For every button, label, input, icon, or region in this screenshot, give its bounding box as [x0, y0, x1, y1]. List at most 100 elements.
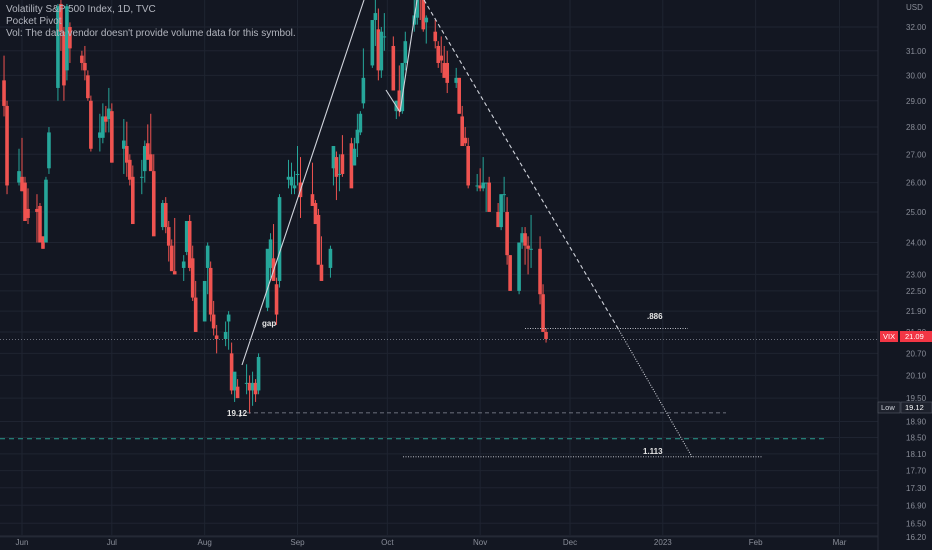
candle-body — [439, 55, 444, 61]
x-tick-label: Dec — [563, 538, 577, 547]
candle-body — [26, 208, 30, 218]
grid — [0, 0, 879, 550]
candle-body — [433, 31, 438, 42]
y-tick-label: 31.00 — [906, 47, 927, 56]
candle-body — [250, 382, 255, 391]
candle-body — [466, 146, 470, 186]
last-price-symbol-tag — [880, 331, 898, 342]
candle-body — [421, 0, 426, 30]
candle-body — [496, 211, 500, 228]
y-tick-label: 18.50 — [906, 434, 927, 443]
candle-body — [313, 203, 318, 225]
candle-body — [463, 137, 467, 144]
candle-body — [457, 77, 462, 114]
candle-body — [529, 248, 533, 250]
annotations: gap 19.12 .886 1.113 — [227, 312, 663, 456]
candle-body — [517, 242, 521, 291]
candle-body — [268, 239, 273, 268]
candle-body — [391, 45, 396, 91]
candle-body — [358, 113, 363, 133]
symbol-title[interactable]: Volatility S&P 500 Index, 1D, TVC — [6, 4, 156, 15]
x-tick-label: Jun — [16, 538, 29, 547]
chart-legend: Volatility S&P 500 Index, 1D, TVC Pocket… — [6, 4, 296, 40]
candle-body — [475, 185, 479, 187]
candle-body — [44, 179, 48, 243]
candle-body — [487, 182, 491, 212]
y-tick-label: 20.10 — [906, 371, 927, 380]
x-tick-label: Aug — [198, 538, 212, 547]
y-tick-label: 27.00 — [906, 150, 927, 159]
candle-body — [142, 146, 147, 172]
candle-body — [23, 182, 27, 221]
candle-body — [65, 6, 69, 71]
candle-body — [349, 143, 354, 189]
candle-body — [478, 185, 482, 189]
candle-body — [107, 108, 111, 120]
trendline-dotted — [617, 328, 693, 458]
candle-body — [253, 382, 258, 395]
low-tag-label: Low — [881, 403, 895, 412]
candle-body — [62, 31, 66, 86]
candle-body — [151, 171, 156, 237]
price-axis[interactable]: USD 32.00 31.00 30.00 29.00 28.00 27.00 26.00 25… — [906, 3, 927, 542]
y-tick-label: 16.20 — [906, 533, 927, 542]
y-tick-label: 26.00 — [906, 179, 927, 188]
candle-body — [526, 245, 530, 249]
y-tick-label: 16.50 — [906, 519, 927, 528]
candle-body — [98, 132, 102, 138]
candle-body — [169, 245, 174, 272]
fib-1113-label: 1.113 — [643, 447, 663, 456]
candle-body — [334, 157, 339, 177]
candle-body — [277, 197, 282, 281]
x-tick-label: 2023 — [654, 538, 672, 547]
low-tag-value: 19.12 — [905, 403, 924, 412]
candlestick-series — [2, 0, 548, 414]
y-tick-label: 18.90 — [906, 418, 927, 427]
time-axis[interactable]: Jun Jul Aug Sep Oct Nov Dec 2023 Feb Mar — [16, 538, 847, 547]
candle-body — [232, 371, 237, 391]
candle-body — [523, 233, 527, 246]
candle-body — [274, 284, 279, 315]
last-price-tag — [900, 331, 932, 342]
candle-body — [508, 255, 512, 291]
candle-body — [163, 203, 168, 228]
low-value-tag — [900, 401, 932, 414]
y-tick-label: 18.10 — [906, 450, 927, 459]
candle-body — [86, 75, 90, 99]
candle-body — [247, 382, 252, 391]
candle-body — [502, 194, 506, 196]
candle-body — [505, 211, 509, 256]
candle-body — [139, 176, 144, 178]
y-tick-label: 17.70 — [906, 467, 927, 476]
price-tags: VIX 21.09 Low 19.12 — [877, 331, 932, 414]
low-tag — [877, 401, 901, 414]
candle-body — [5, 105, 9, 186]
indicator-pocket-pivot[interactable]: Pocket Pivot — [6, 16, 62, 27]
candle-body — [128, 159, 132, 180]
candle-body — [424, 17, 429, 23]
candle-body — [38, 205, 42, 243]
y-tick-label: 20.70 — [906, 349, 927, 358]
candle-body — [125, 146, 129, 163]
candle-body — [104, 116, 108, 122]
x-tick-label: Sep — [290, 538, 305, 547]
candle-body — [481, 182, 485, 189]
x-tick-label: Mar — [833, 538, 847, 547]
candle-body — [56, 6, 60, 88]
y-tick-label: 29.00 — [906, 97, 927, 106]
candle-body — [80, 55, 84, 63]
candle-body — [187, 220, 192, 268]
candle-body — [68, 27, 72, 49]
candle-body — [436, 45, 441, 63]
candle-body — [202, 280, 207, 322]
candle-body — [145, 143, 150, 160]
candle-body — [172, 271, 177, 275]
y-tick-label: 21.90 — [906, 307, 927, 316]
candle-body — [59, 3, 63, 32]
candle-body — [286, 176, 291, 180]
candle-body — [229, 353, 234, 391]
candle-body — [541, 294, 545, 332]
candle-body — [160, 203, 165, 228]
gap-label: gap — [262, 319, 276, 328]
